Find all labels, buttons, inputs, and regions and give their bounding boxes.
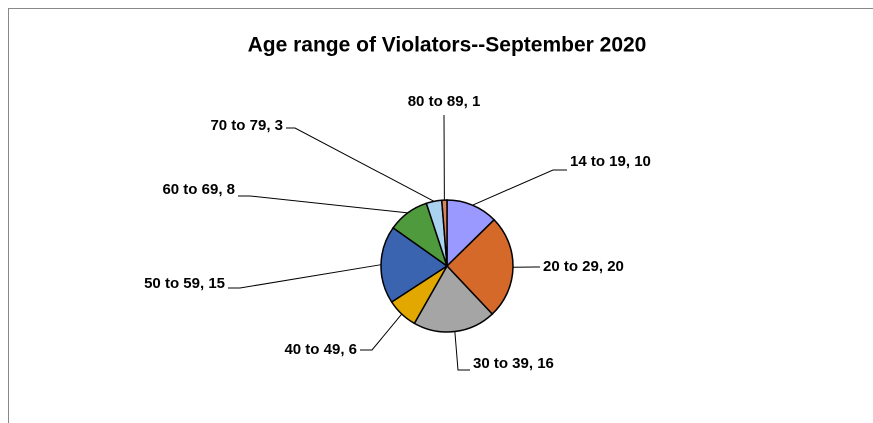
data-label: 50 to 59, 15 [144, 275, 225, 292]
pie-slice [380, 226, 449, 304]
data-label-category: 60 to 69 [162, 181, 218, 198]
leader-line [360, 313, 403, 351]
data-label: 20 to 29, 20 [543, 258, 624, 275]
data-label-category: 14 to 19 [570, 153, 626, 170]
pie-slice [440, 199, 448, 267]
pie-slice [413, 264, 494, 333]
data-label-value: 6 [349, 341, 357, 358]
leader-line [454, 331, 470, 371]
data-label-category: 70 to 79 [210, 117, 266, 134]
data-label-category: 80 to 89 [408, 93, 464, 110]
data-label-value: 20 [607, 258, 624, 275]
leader-line [228, 264, 382, 289]
data-label: 80 to 89, 1 [408, 93, 481, 110]
data-label-category: 30 to 39 [473, 355, 529, 372]
data-label: 14 to 19, 10 [570, 153, 651, 170]
data-label-value: 16 [537, 355, 554, 372]
data-label: 70 to 79, 3 [210, 117, 283, 134]
data-label-value: 1 [472, 93, 480, 110]
leader-line [472, 169, 567, 206]
chart-title: Age range of Violators--September 2020 [248, 34, 647, 57]
data-label-value: 10 [634, 153, 651, 170]
data-label-value: 8 [227, 181, 235, 198]
data-label: 30 to 39, 16 [473, 355, 554, 372]
data-label-value: 3 [275, 117, 283, 134]
data-label-category: 50 to 59 [144, 275, 200, 292]
data-label: 40 to 49, 6 [284, 341, 357, 358]
leader-line [286, 127, 435, 202]
data-label-value: 15 [208, 275, 225, 292]
leader-line [238, 195, 408, 214]
data-label: 60 to 69, 8 [162, 181, 235, 198]
data-label-category: 40 to 49 [284, 341, 340, 358]
data-label-category: 20 to 29 [543, 258, 599, 275]
